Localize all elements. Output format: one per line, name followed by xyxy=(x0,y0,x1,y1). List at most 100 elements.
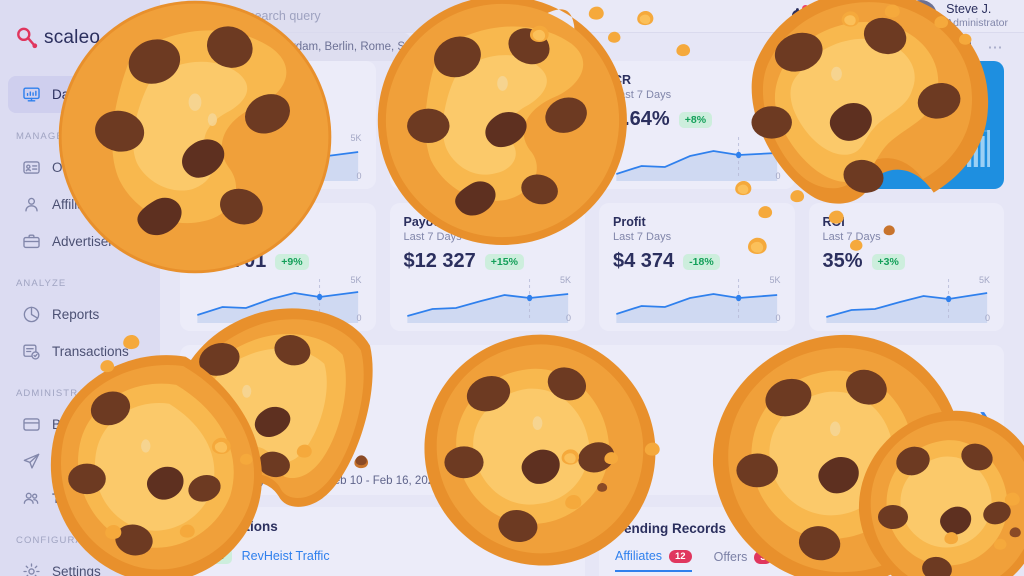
tab-label: Affiliates xyxy=(615,549,663,563)
date-range-picker[interactable]: Feb 17, 2021 - Feb 23, 2021 xyxy=(821,40,974,54)
axis-high-label: 5K xyxy=(769,275,781,285)
kpi-title: ROI xyxy=(822,215,845,229)
kpi-card-sessions[interactable]: Sessions 323 xyxy=(808,61,1004,189)
sidebar-item-advertisers[interactable]: Advertisers xyxy=(8,223,152,260)
dashboard-content: Clicks Last 7 Days 34 512 +12% 5K xyxy=(160,61,1024,576)
kpi-value-row: $16 701 +9% xyxy=(194,250,362,273)
sparkline-chart: 5K 0 xyxy=(613,133,781,181)
user-menu[interactable]: Steve J. Administrator xyxy=(905,0,1008,32)
offers-icon xyxy=(22,158,41,177)
legend-item-previous[interactable]: vs. Feb 10 - Feb 16, 2021 xyxy=(294,475,441,487)
axis-low-label: 0 xyxy=(984,313,990,323)
kpi-delta-badge: +12% xyxy=(264,111,304,128)
sidebar-item-dashboard[interactable]: Dashboard xyxy=(8,76,152,113)
kpi-card-clicks[interactable]: Clicks Last 7 Days 34 512 +12% 5K xyxy=(180,61,376,189)
sparkline-chart: 5K 0 xyxy=(194,275,362,323)
sparkline-chart: 5K 0 xyxy=(823,275,990,323)
tab-label: Offers xyxy=(713,550,748,564)
sparkline-chart: 5K 0 xyxy=(404,133,571,181)
pending-records-tabs: Affiliates 12 Offers 3 xyxy=(615,549,988,572)
kpi-value: 34 512 xyxy=(194,108,256,130)
legend-swatch-icon xyxy=(198,477,206,485)
bottom-panels: Notifications New RevHeist Traffic Pendi… xyxy=(180,507,1004,576)
kpi-card-profit[interactable]: Profit Last 7 Days $4 374 -18% 5K xyxy=(599,203,795,331)
kpi-delta-badge: +8% xyxy=(678,111,713,128)
timezone-select[interactable]: (UTC+01:00) Amsterdam, Berlin, Rome, Sto… xyxy=(180,33,410,61)
sidebar-item-label: Settings xyxy=(52,564,101,576)
kebab-icon[interactable]: ⋯ xyxy=(971,520,988,537)
main-chart-card: Last 7 days vs. Feb 10 - Feb 16, 2021 ❯ xyxy=(180,345,1004,495)
axis-low-label: 0 xyxy=(565,313,571,323)
sidebar-item-transactions[interactable]: Transactions xyxy=(8,333,152,370)
kebab-icon[interactable]: ⋯ xyxy=(987,39,1004,56)
sidebar-item-label: Dashboard xyxy=(52,87,119,102)
tab-count-badge: 3 xyxy=(754,550,772,564)
kpi-value-row: 323 xyxy=(823,94,991,117)
sidebar-item-affiliates[interactable]: Affiliates xyxy=(8,186,152,223)
dashboard-icon xyxy=(22,85,41,104)
sidebar-section-analyze: ANALYZE xyxy=(16,278,67,289)
notification-item[interactable]: New RevHeist Traffic xyxy=(196,548,569,564)
kpi-title: CR xyxy=(613,73,632,87)
kpi-value: $4 374 xyxy=(613,250,675,272)
logo[interactable]: scaleo xyxy=(0,0,160,76)
sidebar-item-label: Outbox xyxy=(52,454,96,469)
kpi-value: 323 xyxy=(822,94,856,116)
transactions-icon xyxy=(22,342,41,361)
search-box[interactable] xyxy=(182,0,492,32)
kpi-card-payout[interactable]: Payout Last 7 Days $12 327 +15% 5K xyxy=(389,203,585,331)
legend-label: Last 7 days xyxy=(212,475,271,487)
kpi-row-1: Clicks Last 7 Days 34 512 +12% 5K xyxy=(180,61,1004,189)
kpi-delta-badge: +3% xyxy=(871,253,905,270)
team-icon xyxy=(22,489,41,508)
refresh-icon[interactable] xyxy=(555,520,569,534)
kpi-value: $12 327 xyxy=(403,250,476,272)
sidebar-item-label: Advertisers xyxy=(52,234,120,249)
sidebar: scaleo Dashboard MANAGE Offers Affiliate… xyxy=(0,0,160,576)
sidebar-item-team[interactable]: Team xyxy=(8,480,152,517)
kpi-value-row: 1 284 +6% xyxy=(404,108,572,131)
sidebar-item-offers[interactable]: Offers xyxy=(8,149,152,186)
kpi-delta-badge: -18% xyxy=(683,253,720,270)
sidebar-item-reports[interactable]: Reports xyxy=(8,296,152,333)
kpi-subtitle: Last 7 Days xyxy=(403,231,462,243)
legend-swatch-icon xyxy=(294,477,303,485)
kpi-card-cr[interactable]: CR Last 7 Days 3.64% +8% 5K xyxy=(599,61,795,189)
kpi-value-row: 34 512 +12% xyxy=(194,108,362,131)
kpi-card-revenue[interactable]: Revenue Last 7 Days $16 701 +9% 5K xyxy=(180,203,376,331)
kpi-subtitle: Last 7 Days xyxy=(613,89,672,101)
bell-icon[interactable] xyxy=(787,4,811,26)
kpi-title: Profit xyxy=(613,215,646,229)
legend-item-current[interactable]: Last 7 days xyxy=(198,475,271,487)
user-role: Administrator xyxy=(946,17,1008,30)
chevron-right-icon[interactable]: ❯ xyxy=(977,410,992,429)
axis-high-label: 5K xyxy=(559,133,571,143)
tab-affiliates[interactable]: Affiliates 12 xyxy=(615,549,692,572)
kpi-subtitle: Last 7 Days xyxy=(403,89,462,101)
outbox-icon xyxy=(22,452,41,471)
topbar: Steve J. Administrator xyxy=(160,0,1024,33)
tab-offers[interactable]: Offers 3 xyxy=(714,549,772,572)
kpi-delta-badge: +6% xyxy=(462,111,496,128)
notification-link[interactable]: RevHeist Traffic xyxy=(241,549,330,563)
kpi-card-roi[interactable]: ROI Last 7 Days 35% +3% 5K xyxy=(808,203,1004,331)
sparkline-chart: 5K 0 xyxy=(613,275,781,323)
kpi-value: 3.64% xyxy=(613,108,670,130)
sidebar-item-billing[interactable]: Billing xyxy=(8,406,152,443)
search-input[interactable] xyxy=(215,9,481,23)
kpi-title: Revenue xyxy=(194,215,247,229)
globe-icon[interactable] xyxy=(823,6,843,26)
panel-title: Pending Records xyxy=(615,520,727,536)
apps-grid-icon[interactable] xyxy=(859,6,879,26)
sidebar-item-settings[interactable]: Settings xyxy=(8,553,152,576)
kpi-delta-badge: +9% xyxy=(275,253,309,270)
kpi-card-conversions[interactable]: Conversions Last 7 Days 1 284 +6% 5 xyxy=(389,61,585,189)
sidebar-item-outbox[interactable]: Outbox xyxy=(8,443,152,480)
advertisers-icon xyxy=(22,232,41,251)
reports-icon xyxy=(22,305,41,324)
sparkline-chart: 5K 0 xyxy=(194,133,362,181)
kpi-title: Sessions xyxy=(822,73,878,87)
user-name: Steve J. xyxy=(946,1,992,16)
affiliates-icon xyxy=(22,195,41,214)
